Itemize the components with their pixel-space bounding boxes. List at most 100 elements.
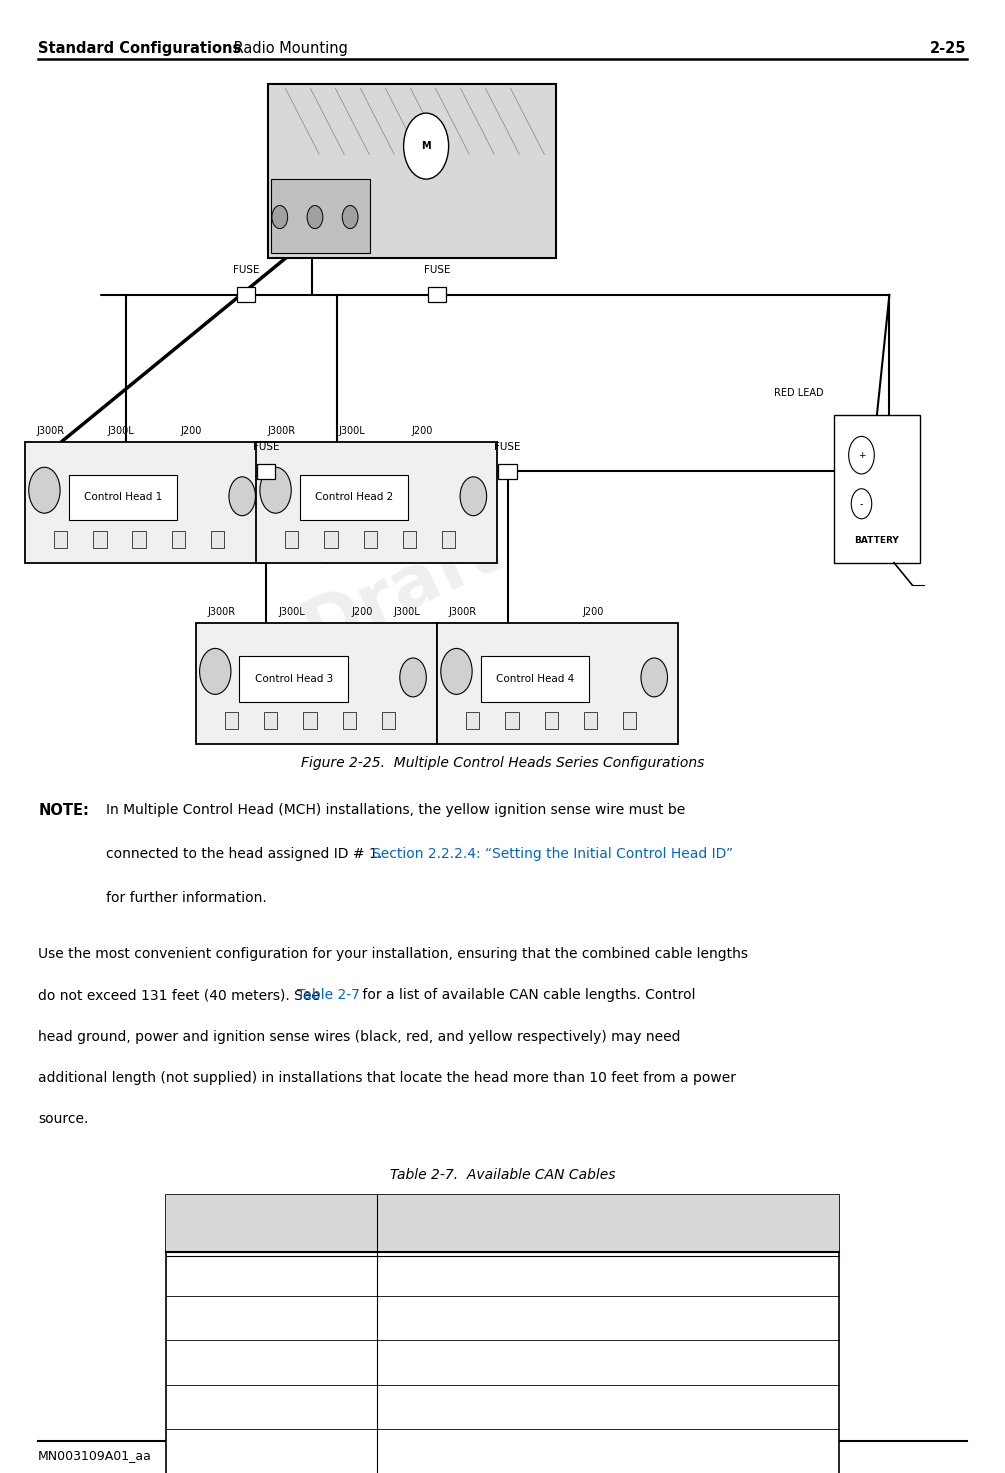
Text: J300R: J300R: [36, 426, 64, 436]
Text: RED LEAD: RED LEAD: [775, 387, 824, 398]
Text: FUSE: FUSE: [494, 442, 521, 452]
Bar: [166, 1195, 839, 1473]
FancyBboxPatch shape: [437, 623, 678, 744]
Text: Draft: Draft: [292, 514, 512, 664]
Circle shape: [851, 489, 871, 518]
Text: J300L: J300L: [394, 607, 420, 617]
Text: J300L: J300L: [278, 607, 305, 617]
Bar: [343, 713, 356, 729]
Text: J300R: J300R: [448, 607, 476, 617]
Circle shape: [641, 658, 667, 697]
Text: Radio Mounting: Radio Mounting: [229, 41, 348, 56]
Bar: [237, 287, 255, 302]
Circle shape: [229, 477, 255, 516]
Text: J200: J200: [582, 607, 604, 617]
Bar: [364, 532, 377, 548]
Bar: [239, 655, 348, 701]
Circle shape: [272, 206, 287, 228]
Bar: [271, 180, 370, 253]
Circle shape: [404, 113, 448, 180]
Bar: [480, 655, 589, 701]
FancyBboxPatch shape: [25, 442, 266, 563]
Text: FUSE: FUSE: [253, 442, 279, 452]
Bar: [506, 713, 519, 729]
Text: J300L: J300L: [339, 426, 365, 436]
Circle shape: [441, 648, 472, 694]
Text: HKN6168_: HKN6168_: [235, 1444, 308, 1458]
Text: Control Head 2: Control Head 2: [315, 492, 393, 502]
Text: NOTE:: NOTE:: [38, 803, 89, 818]
Text: for a list of available CAN cable lengths. Control: for a list of available CAN cable length…: [358, 988, 695, 1003]
Bar: [325, 532, 338, 548]
Text: connected to the head assigned ID # 1.: connected to the head assigned ID # 1.: [106, 847, 386, 862]
FancyBboxPatch shape: [268, 84, 556, 258]
Text: BATTERY: BATTERY: [854, 536, 899, 545]
Bar: [211, 532, 224, 548]
Text: Table 2-7: Table 2-7: [297, 988, 361, 1003]
Circle shape: [400, 658, 426, 697]
Text: Control Head 4: Control Head 4: [495, 673, 574, 683]
Text: J200: J200: [351, 607, 373, 617]
Text: 2-25: 2-25: [931, 41, 967, 56]
Text: Part Number: Part Number: [264, 1215, 369, 1231]
FancyBboxPatch shape: [196, 623, 437, 744]
Bar: [545, 713, 558, 729]
Text: Cable, Remote Mount, 23m (75ft): Cable, Remote Mount, 23m (75ft): [491, 1355, 725, 1370]
Bar: [68, 474, 177, 520]
Text: HKN6164_: HKN6164_: [235, 1267, 308, 1282]
Circle shape: [343, 206, 358, 228]
Text: Cable, Remote Mount, 35m (115ft): Cable, Remote Mount, 35m (115ft): [487, 1311, 729, 1326]
Text: Standard Configurations: Standard Configurations: [38, 41, 241, 56]
Text: J200: J200: [411, 426, 433, 436]
Text: HKN6165_: HKN6165_: [235, 1311, 308, 1326]
Text: Control Head 3: Control Head 3: [254, 673, 333, 683]
Bar: [225, 713, 238, 729]
Text: Cable, Remote Mount, 40m (131ft): Cable, Remote Mount, 40m (131ft): [487, 1267, 729, 1282]
Bar: [264, 713, 277, 729]
Text: Figure 2-25.  Multiple Control Heads Series Configurations: Figure 2-25. Multiple Control Heads Seri…: [300, 756, 705, 770]
Text: HKN6166_: HKN6166_: [235, 1355, 308, 1370]
Text: HKN6167_: HKN6167_: [235, 1399, 308, 1414]
Bar: [93, 532, 107, 548]
Bar: [172, 532, 185, 548]
Bar: [257, 464, 275, 479]
Text: In Multiple Control Head (MCH) installations, the yellow ignition sense wire mus: In Multiple Control Head (MCH) installat…: [106, 803, 684, 818]
Text: +: +: [857, 451, 865, 460]
Circle shape: [200, 648, 231, 694]
Bar: [166, 1195, 839, 1252]
Text: Control Head 1: Control Head 1: [83, 492, 162, 502]
Text: J300L: J300L: [108, 426, 134, 436]
Text: J300R: J300R: [207, 607, 235, 617]
Bar: [54, 532, 67, 548]
Text: head ground, power and ignition sense wires (black, red, and yellow respectively: head ground, power and ignition sense wi…: [38, 1030, 680, 1044]
Bar: [304, 713, 317, 729]
Text: for further information.: for further information.: [106, 891, 266, 906]
Bar: [498, 464, 517, 479]
Bar: [299, 474, 408, 520]
Circle shape: [460, 477, 486, 516]
Text: source.: source.: [38, 1112, 88, 1127]
Bar: [428, 287, 446, 302]
FancyBboxPatch shape: [256, 442, 497, 563]
Circle shape: [848, 436, 874, 474]
Bar: [403, 532, 416, 548]
Text: -: -: [859, 499, 863, 508]
Bar: [442, 532, 455, 548]
Bar: [834, 415, 920, 563]
Bar: [285, 532, 298, 548]
Text: Cable, Remote Mount, 9m (30ft): Cable, Remote Mount, 9m (30ft): [496, 1444, 720, 1458]
Text: Section 2.2.2.4: “Setting the Initial Control Head ID”: Section 2.2.2.4: “Setting the Initial Co…: [372, 847, 733, 862]
Text: J300R: J300R: [267, 426, 295, 436]
Bar: [623, 713, 636, 729]
Bar: [466, 713, 479, 729]
Text: Use the most convenient configuration for your installation, ensuring that the c: Use the most convenient configuration fo…: [38, 947, 748, 962]
Text: Table 2-7.  Available CAN Cables: Table 2-7. Available CAN Cables: [390, 1168, 615, 1183]
Bar: [584, 713, 597, 729]
Text: do not exceed 131 feet (40 meters). See: do not exceed 131 feet (40 meters). See: [38, 988, 325, 1003]
Text: Cable, Remote Mount, 15m (50ft): Cable, Remote Mount, 15m (50ft): [491, 1399, 725, 1414]
Circle shape: [29, 467, 60, 513]
Text: Description: Description: [689, 1215, 785, 1231]
Text: M: M: [421, 141, 431, 152]
Bar: [382, 713, 395, 729]
Text: FUSE: FUSE: [233, 265, 259, 275]
